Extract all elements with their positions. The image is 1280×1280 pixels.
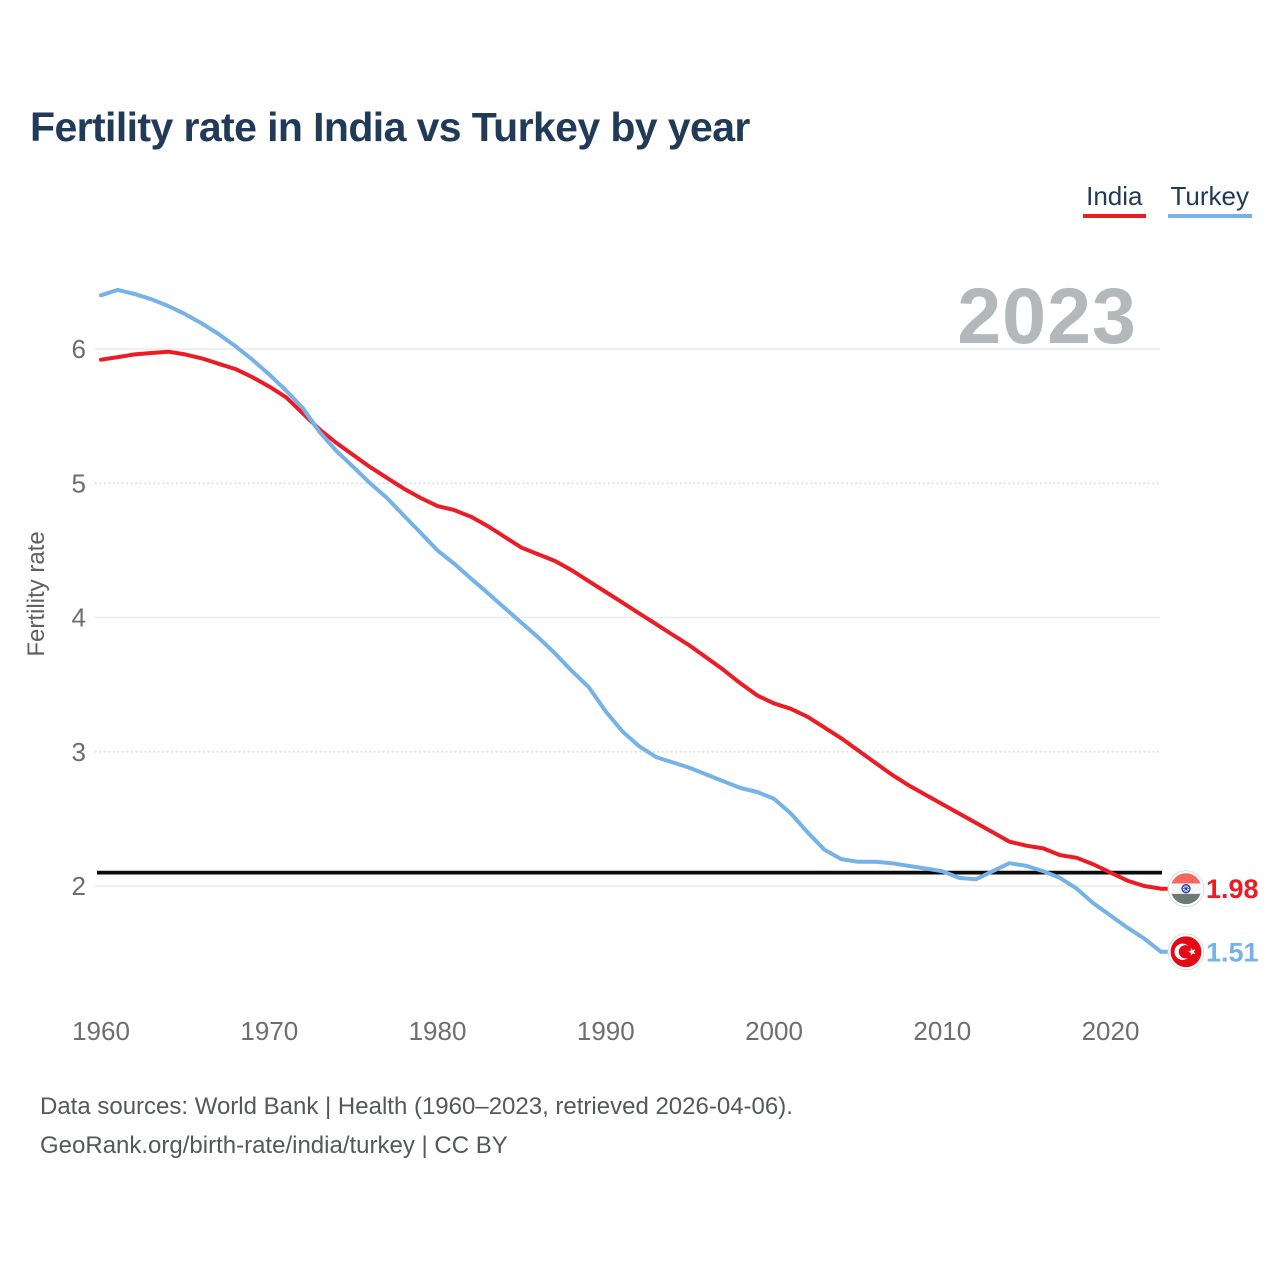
y-axis-tick-label: 4 — [72, 603, 86, 633]
turkey-line — [99, 287, 1163, 954]
turkey-end-value-label: 1.51 — [1206, 937, 1259, 967]
chart-title: Fertility rate in India vs Turkey by yea… — [30, 104, 750, 150]
legend: India Turkey — [1083, 182, 1252, 219]
x-axis-tick-label: 2000 — [745, 1016, 803, 1046]
y-axis-tick-label: 5 — [72, 468, 86, 498]
y-axis-title: Fertility rate — [23, 531, 50, 656]
x-axis-tick-label: 1970 — [240, 1016, 298, 1046]
y-axis-tick-label: 2 — [72, 871, 86, 901]
y-axis-tick-label: 3 — [72, 737, 86, 767]
ashoka-chakra-icon — [1181, 884, 1191, 894]
turkey-flag-icon — [1167, 933, 1205, 971]
legend-item-india[interactable]: India — [1083, 182, 1146, 219]
x-axis-tick-label: 2020 — [1082, 1016, 1140, 1046]
india-line — [99, 349, 1163, 891]
star-icon — [1188, 947, 1196, 956]
source-link: GeoRank.org/birth-rate/india/turkey | CC… — [40, 1132, 508, 1159]
year-watermark: 2023 — [957, 271, 1137, 360]
x-axis-tick-label: 2010 — [913, 1016, 971, 1046]
footer: Data sources: World Bank | Health (1960–… — [40, 1087, 793, 1165]
india-end-value-label: 1.98 — [1206, 874, 1259, 904]
source-note: Data sources: World Bank | Health (1960–… — [40, 1093, 793, 1120]
india-flag-icon — [1167, 870, 1205, 908]
x-axis-tick-label: 1960 — [72, 1016, 130, 1046]
y-axis-tick-label: 6 — [72, 334, 86, 364]
x-axis-tick-label: 1990 — [577, 1016, 635, 1046]
legend-item-turkey[interactable]: Turkey — [1167, 182, 1252, 219]
x-axis-tick-label: 1980 — [409, 1016, 467, 1046]
